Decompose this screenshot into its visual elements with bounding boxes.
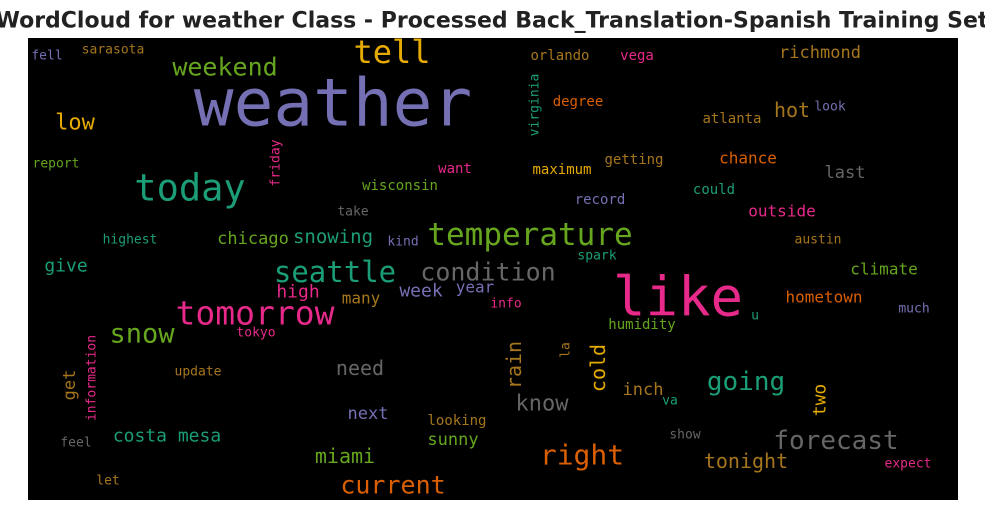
- word: kind: [387, 235, 418, 250]
- word: many: [342, 289, 381, 308]
- word: low: [55, 111, 95, 136]
- word: give: [44, 256, 87, 277]
- word: costa mesa: [113, 426, 221, 447]
- word: hot: [774, 98, 810, 122]
- word: snowing: [293, 226, 373, 248]
- word: va: [662, 394, 678, 409]
- word: show: [669, 428, 700, 443]
- cloud-background: [28, 38, 958, 500]
- word: current: [340, 471, 445, 500]
- word: looking: [427, 413, 486, 429]
- word: record: [575, 192, 626, 208]
- word: inch: [623, 380, 664, 400]
- word: year: [456, 278, 495, 297]
- word: forecast: [773, 426, 898, 456]
- word: snow: [109, 319, 175, 350]
- word: austin: [795, 233, 842, 248]
- word: temperature: [427, 217, 632, 253]
- word: last: [825, 163, 866, 183]
- word: tokyo: [236, 326, 275, 341]
- word: know: [516, 392, 570, 417]
- word: feel: [60, 436, 91, 451]
- word: u: [751, 309, 759, 324]
- word: humidity: [608, 317, 675, 333]
- word: highest: [103, 233, 158, 248]
- word: tomorrow: [176, 294, 335, 333]
- word: going: [707, 367, 785, 397]
- chart-title: WordCloud for weather Class - Processed …: [0, 9, 985, 34]
- word: like: [613, 266, 743, 329]
- word: report: [33, 157, 80, 172]
- word: let: [96, 474, 119, 489]
- word: rain: [502, 341, 526, 389]
- word: update: [175, 365, 222, 380]
- word: outside: [748, 202, 815, 221]
- word: seattle: [274, 255, 396, 289]
- word: get: [60, 370, 80, 401]
- word: information: [85, 335, 100, 421]
- word: hometown: [785, 288, 862, 307]
- word: weekend: [172, 53, 277, 82]
- word: need: [336, 356, 384, 380]
- word: orlando: [530, 48, 589, 64]
- word: expect: [885, 457, 932, 472]
- word: maximum: [532, 162, 591, 178]
- word: spark: [577, 249, 616, 264]
- word: take: [337, 205, 368, 220]
- word: high: [276, 282, 319, 303]
- word: getting: [604, 152, 663, 168]
- word: tonight: [704, 449, 788, 473]
- word: want: [438, 161, 472, 177]
- word: virginia: [528, 74, 543, 137]
- word: right: [540, 439, 624, 472]
- word: wisconsin: [362, 178, 438, 194]
- word: look: [814, 100, 845, 115]
- word: week: [399, 281, 443, 302]
- word: atlanta: [702, 111, 761, 127]
- word: weather: [194, 65, 472, 142]
- word: miami: [315, 444, 375, 468]
- word: much: [898, 302, 929, 317]
- word: next: [348, 404, 389, 424]
- word: chance: [719, 149, 777, 168]
- word: tell: [353, 33, 430, 71]
- word: vega: [620, 48, 654, 64]
- word: two: [810, 384, 831, 417]
- word: fell: [31, 49, 62, 64]
- word: la: [559, 342, 574, 358]
- word: richmond: [779, 43, 861, 63]
- word: friday: [269, 139, 284, 186]
- word: climate: [850, 260, 917, 279]
- word: degree: [553, 94, 604, 110]
- word: sarasota: [82, 43, 145, 58]
- word: chicago: [217, 229, 289, 249]
- word: cold: [586, 344, 610, 392]
- word: condition: [420, 258, 555, 287]
- word: info: [490, 297, 521, 312]
- word: could: [693, 182, 735, 198]
- word: today: [134, 167, 245, 210]
- word: sunny: [427, 430, 478, 450]
